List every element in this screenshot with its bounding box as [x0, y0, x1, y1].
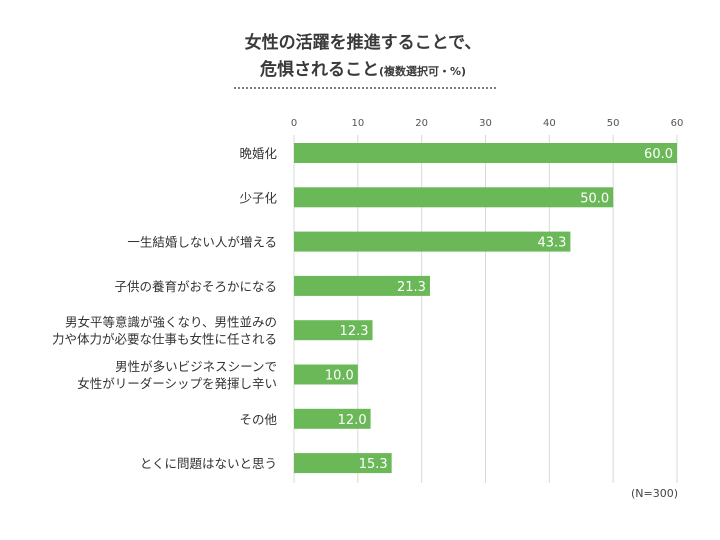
- bar-value-label: 43.3: [537, 236, 566, 251]
- bar: [294, 187, 614, 208]
- x-tick-label: 10: [351, 118, 364, 129]
- category-label: 一生結婚しない人が増える: [127, 235, 277, 250]
- bar-value-label: 21.3: [397, 280, 426, 295]
- category-label: 女性がリーダーシップを発揮し辛い: [77, 376, 277, 391]
- bar: [294, 453, 392, 474]
- x-tick-label: 30: [479, 118, 492, 129]
- bar: [294, 275, 430, 296]
- x-tick-label: 20: [415, 118, 428, 129]
- bar: [294, 231, 571, 252]
- bar-value-label: 12.0: [338, 413, 367, 428]
- x-tick-label: 60: [671, 118, 684, 129]
- bar-value-label: 60.0: [644, 147, 673, 162]
- title-line-2-main: 危惧されること: [259, 60, 379, 80]
- bar-value-label: 12.3: [340, 324, 369, 339]
- category-label: 力や体力が必要な仕事も女性に任される: [52, 332, 277, 347]
- bar: [294, 143, 677, 163]
- title-line-1: 女性の活躍を推進することで、: [244, 33, 482, 53]
- sample-size-note: (N=300): [630, 487, 678, 500]
- category-label: 男性が多いビジネスシーンで: [115, 359, 277, 374]
- bar-value-label: 10.0: [325, 369, 354, 384]
- bar: [294, 364, 358, 385]
- category-label: 少子化: [239, 190, 277, 205]
- category-label: 男女平等意識が強くなり、男性並みの: [65, 315, 277, 330]
- title-note: (複数選択可・%): [378, 65, 467, 78]
- category-label: 子供の養育がおそろかになる: [114, 279, 277, 294]
- x-tick-label: 0: [291, 118, 297, 129]
- bar-value-label: 50.0: [580, 191, 609, 206]
- category-label: とくに問題はないと思う: [140, 456, 277, 471]
- category-label: 晩婚化: [239, 146, 277, 161]
- bar-value-label: 15.3: [359, 457, 388, 472]
- chart-title: 女性の活躍を推進することで、 危惧されること(複数選択可・%): [0, 30, 720, 85]
- title-line-2: 危惧されること(複数選択可・%): [0, 57, 720, 85]
- bar: [294, 320, 373, 341]
- category-label: その他: [239, 412, 277, 427]
- x-tick-label: 50: [607, 118, 620, 129]
- x-tick-label: 40: [543, 118, 556, 129]
- title-divider: [234, 87, 496, 89]
- bar: [294, 408, 371, 429]
